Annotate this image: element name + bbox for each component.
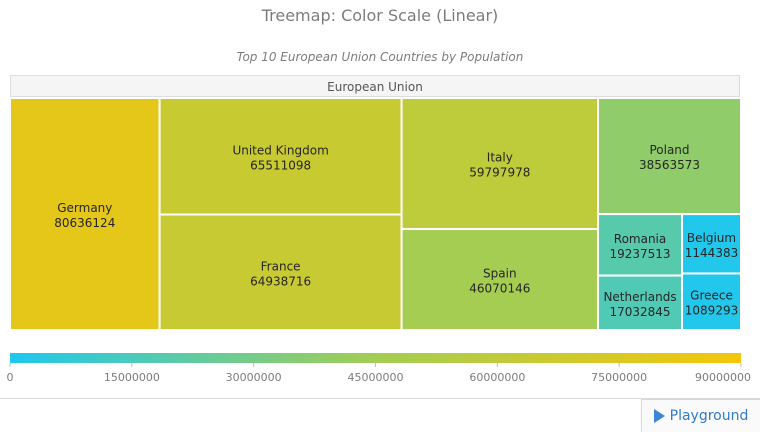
cell-value-germany: 80636124 — [54, 216, 115, 230]
color-scale-tick-label: 45000000 — [348, 371, 404, 384]
color-scale-tick-label: 15000000 — [104, 371, 160, 384]
cell-name-romania: Romania — [614, 232, 666, 246]
cell-value-france: 64938716 — [250, 274, 311, 288]
cell-name-poland: Poland — [649, 143, 689, 157]
color-scale-tick-label: 0 — [7, 371, 14, 384]
chart-subtitle: Top 10 European Union Countries by Popul… — [236, 50, 524, 64]
chart-area: Treemap: Color Scale (Linear) Top 10 Eur… — [7, 6, 752, 384]
cell-value-spain: 46070146 — [469, 282, 530, 296]
cell-name-greece: Greece — [690, 289, 733, 303]
cell-name-belgium: Belgium — [687, 231, 736, 245]
color-scale-tick-label: 30000000 — [226, 371, 282, 384]
cell-value-poland: 38563573 — [639, 158, 700, 172]
chart-title: Treemap: Color Scale (Linear) — [261, 6, 499, 25]
cell-name-germany: Germany — [57, 201, 112, 215]
treemap-rect-netherlands[interactable] — [597, 274, 684, 331]
cell-value-belgium: 1144383 — [685, 246, 738, 260]
cell-value-netherlands: 17032845 — [609, 305, 670, 319]
color-scale-bar — [10, 353, 741, 363]
treemap-rect-romania[interactable] — [597, 213, 684, 277]
treemap-rect-poland[interactable] — [597, 97, 743, 216]
treemap-rect-united-kingdom[interactable] — [158, 97, 403, 216]
footer-divider — [0, 398, 760, 399]
cell-name-spain: Spain — [483, 267, 517, 281]
color-scale-tick-label: 60000000 — [469, 371, 525, 384]
treemap-root-header[interactable]: European Union — [10, 75, 740, 97]
cell-name-italy: Italy — [487, 151, 513, 165]
color-scale-tick-label: 90000000 — [695, 371, 751, 384]
cell-value-united-kingdom: 65511098 — [250, 158, 311, 172]
cell-name-france: France — [261, 259, 301, 273]
cell-name-netherlands: Netherlands — [603, 290, 676, 304]
playground-button[interactable]: Playground — [641, 399, 760, 432]
cell-name-united-kingdom: United Kingdom — [232, 143, 328, 157]
cell-value-italy: 59797978 — [469, 166, 530, 180]
color-scale-tick-label: 75000000 — [591, 371, 647, 384]
playground-label: Playground — [669, 408, 749, 424]
cell-value-greece: 1089293 — [685, 304, 738, 318]
cell-value-romania: 19237513 — [609, 247, 670, 261]
treemap-rect-germany[interactable] — [9, 97, 161, 331]
treemap-rect-greece[interactable] — [681, 272, 743, 332]
play-icon — [653, 409, 665, 423]
